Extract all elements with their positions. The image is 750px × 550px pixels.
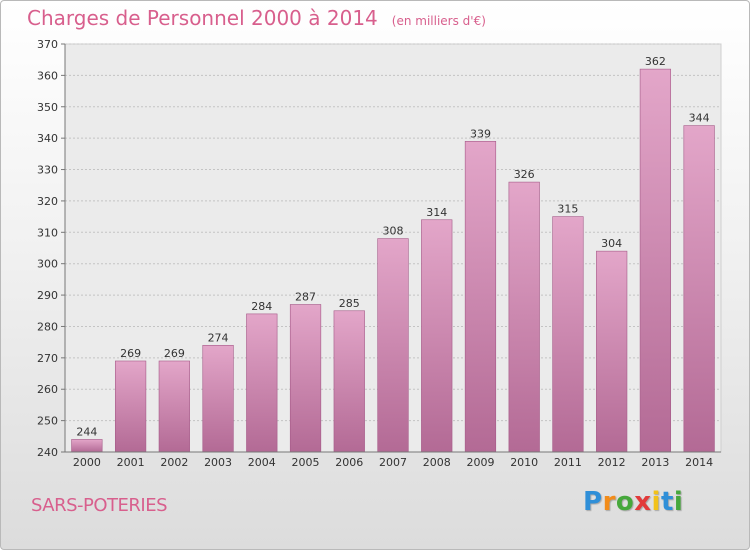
x-tick-label: 2002 xyxy=(160,456,188,469)
proxiti-logo: Proxiti xyxy=(583,487,683,517)
logo-letter: t xyxy=(660,487,674,517)
bar xyxy=(114,360,147,453)
bar xyxy=(639,68,672,453)
x-tick-label: 2007 xyxy=(379,456,407,469)
bars xyxy=(71,68,715,453)
bar xyxy=(596,250,628,453)
data-labels: 244 269 269 274 284 287 285 308 314 339 326 315 304 3… xyxy=(76,55,709,438)
x-tick-label: 2012 xyxy=(598,456,626,469)
x-tick-label: 2005 xyxy=(292,456,320,469)
x-tick-label: 2010 xyxy=(510,456,538,469)
title-text: Charges de Personnel 2000 à 2014 xyxy=(27,6,378,30)
bar-value-label: 274 xyxy=(208,331,229,344)
logo-letter: P xyxy=(583,487,603,517)
x-axis: 2000 2001 2002 2003 2004 2005 2006 2007 2008 2009… xyxy=(65,451,721,469)
y-tick-label: 280 xyxy=(37,320,58,333)
chart-title: Charges de Personnel 2000 à 2014 (en mill… xyxy=(27,6,486,30)
bar-value-label: 308 xyxy=(383,225,404,238)
x-tick-label: 2008 xyxy=(423,456,451,469)
bar xyxy=(421,219,453,453)
bar-value-label: 344 xyxy=(689,112,710,125)
y-tick-label: 330 xyxy=(37,164,58,177)
bar-value-label: 285 xyxy=(339,297,360,310)
bar xyxy=(552,216,584,453)
y-tick-label: 350 xyxy=(37,101,58,114)
x-tick-label: 2003 xyxy=(204,456,232,469)
bar-value-label: 284 xyxy=(251,300,272,313)
bar-value-label: 244 xyxy=(76,425,97,438)
x-tick-label: 2004 xyxy=(248,456,276,469)
bar-value-label: 287 xyxy=(295,290,316,303)
x-tick-label: 2006 xyxy=(335,456,363,469)
commune-name: SARS-POTERIES xyxy=(31,495,168,516)
y-tick-label: 320 xyxy=(37,195,58,208)
logo-letter: i xyxy=(673,487,684,517)
bar xyxy=(202,344,234,453)
chart-subtitle: (en milliers d'€) xyxy=(391,14,486,28)
y-tick-label: 260 xyxy=(37,383,58,396)
bar-value-label: 304 xyxy=(601,237,622,250)
x-tick-label: 2000 xyxy=(73,456,101,469)
bar xyxy=(508,181,540,453)
bar xyxy=(464,140,497,453)
bar-value-label: 269 xyxy=(120,347,141,360)
logo-letter: r xyxy=(602,487,616,517)
logo-letter: o xyxy=(615,487,635,517)
y-tick-label: 270 xyxy=(37,352,58,365)
bar-value-label: 326 xyxy=(514,168,535,181)
y-tick-label: 370 xyxy=(37,38,58,51)
y-tick-label: 250 xyxy=(37,415,58,428)
bar-value-label: 315 xyxy=(557,203,578,216)
x-tick-label: 2013 xyxy=(641,456,669,469)
logo-letter: i xyxy=(651,487,661,517)
y-tick-label: 290 xyxy=(37,289,58,302)
bar xyxy=(333,310,365,453)
logo-letter: x xyxy=(634,487,652,517)
bar xyxy=(377,238,409,453)
bar xyxy=(158,360,190,453)
bar xyxy=(683,125,715,453)
bar-value-label: 362 xyxy=(645,55,666,68)
x-tick-label: 2014 xyxy=(685,456,713,469)
bar-value-label: 269 xyxy=(164,347,185,360)
x-tick-label: 2009 xyxy=(466,456,494,469)
y-tick-label: 310 xyxy=(37,226,58,239)
y-tick-label: 300 xyxy=(37,258,58,271)
bar xyxy=(289,304,322,453)
bar-value-label: 314 xyxy=(426,206,447,219)
bar-value-label: 339 xyxy=(470,127,491,140)
x-tick-label: 2011 xyxy=(554,456,582,469)
y-tick-label: 360 xyxy=(37,69,58,82)
y-tick-label: 340 xyxy=(37,132,58,145)
y-axis: 240 250 260 270 280 290 300 310 320 330 340 350 360 3… xyxy=(37,38,66,459)
x-tick-label: 2001 xyxy=(117,456,145,469)
bar xyxy=(71,439,103,453)
bar xyxy=(246,313,278,453)
y-tick-label: 240 xyxy=(37,446,58,459)
